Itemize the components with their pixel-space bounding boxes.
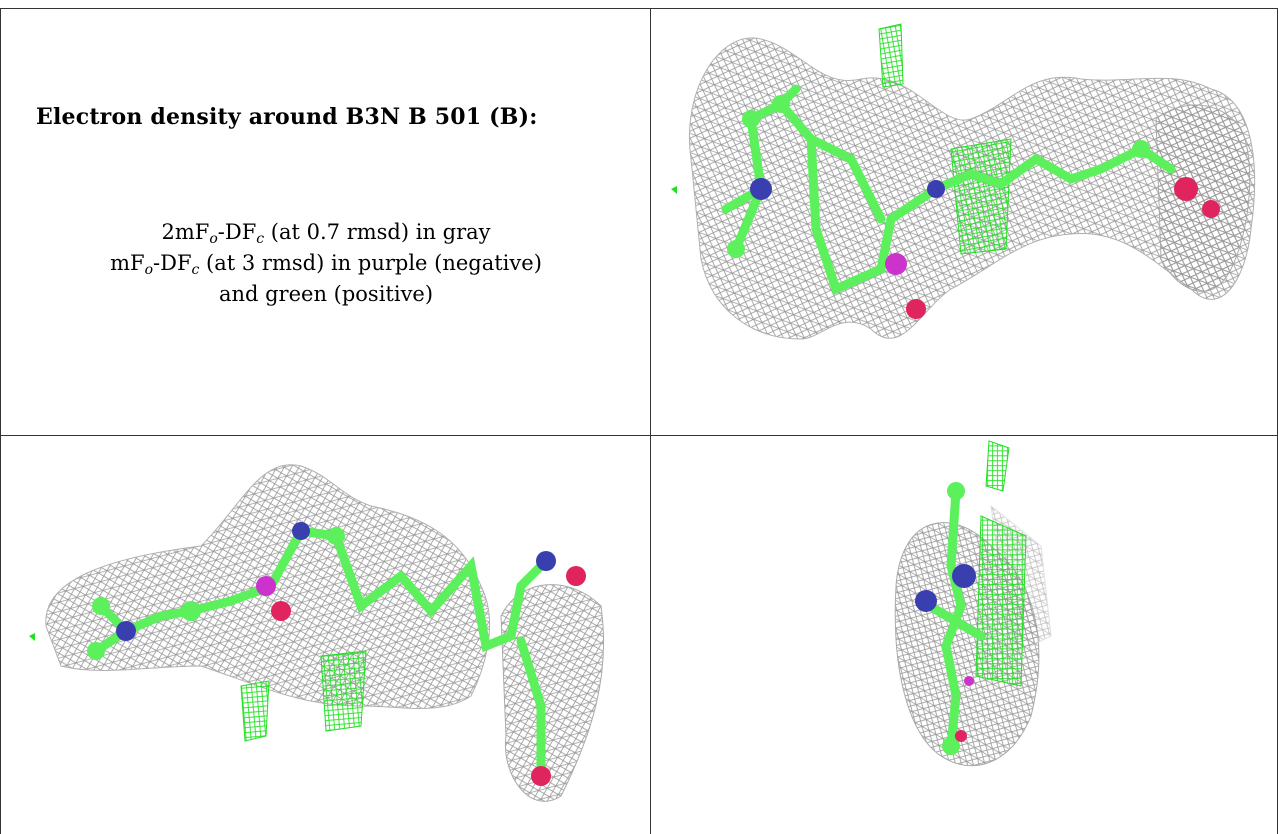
- table-border-left: [0, 8, 1, 834]
- density-view-bottom-left: [1, 436, 650, 834]
- positive-density-green: [29, 633, 367, 742]
- legend-line-fo: mFo-DFc (at 3 rmsd) in purple (negative): [110, 251, 542, 278]
- table-column-divider: [650, 8, 651, 834]
- density-image: [671, 23, 1256, 340]
- ligand-atoms: [727, 95, 1220, 319]
- caption-cell: Electron density around B3N B 501 (B): 2…: [1, 9, 650, 435]
- ligand-atoms: [87, 522, 586, 786]
- caption-legend: 2mFo-DFc (at 0.7 rmsd) in gray mFo-DFc (…: [1, 217, 650, 310]
- positive-density-green: [975, 440, 1027, 687]
- density-view-top-right: [651, 9, 1277, 435]
- legend-line-3: and green (positive): [218, 282, 434, 306]
- positive-density-green: [671, 23, 1012, 255]
- table-row-divider: [0, 435, 1278, 436]
- legend-line-2fo: 2mFo-DFc (at 0.7 rmsd) in gray: [161, 220, 491, 247]
- density-image: [894, 440, 1052, 767]
- ligand-atoms: [915, 482, 976, 755]
- density-view-bottom-right: [651, 436, 1277, 834]
- caption-title: Electron density around B3N B 501 (B):: [36, 104, 538, 130]
- table-border-top: [0, 8, 1278, 9]
- density-image: [29, 464, 605, 802]
